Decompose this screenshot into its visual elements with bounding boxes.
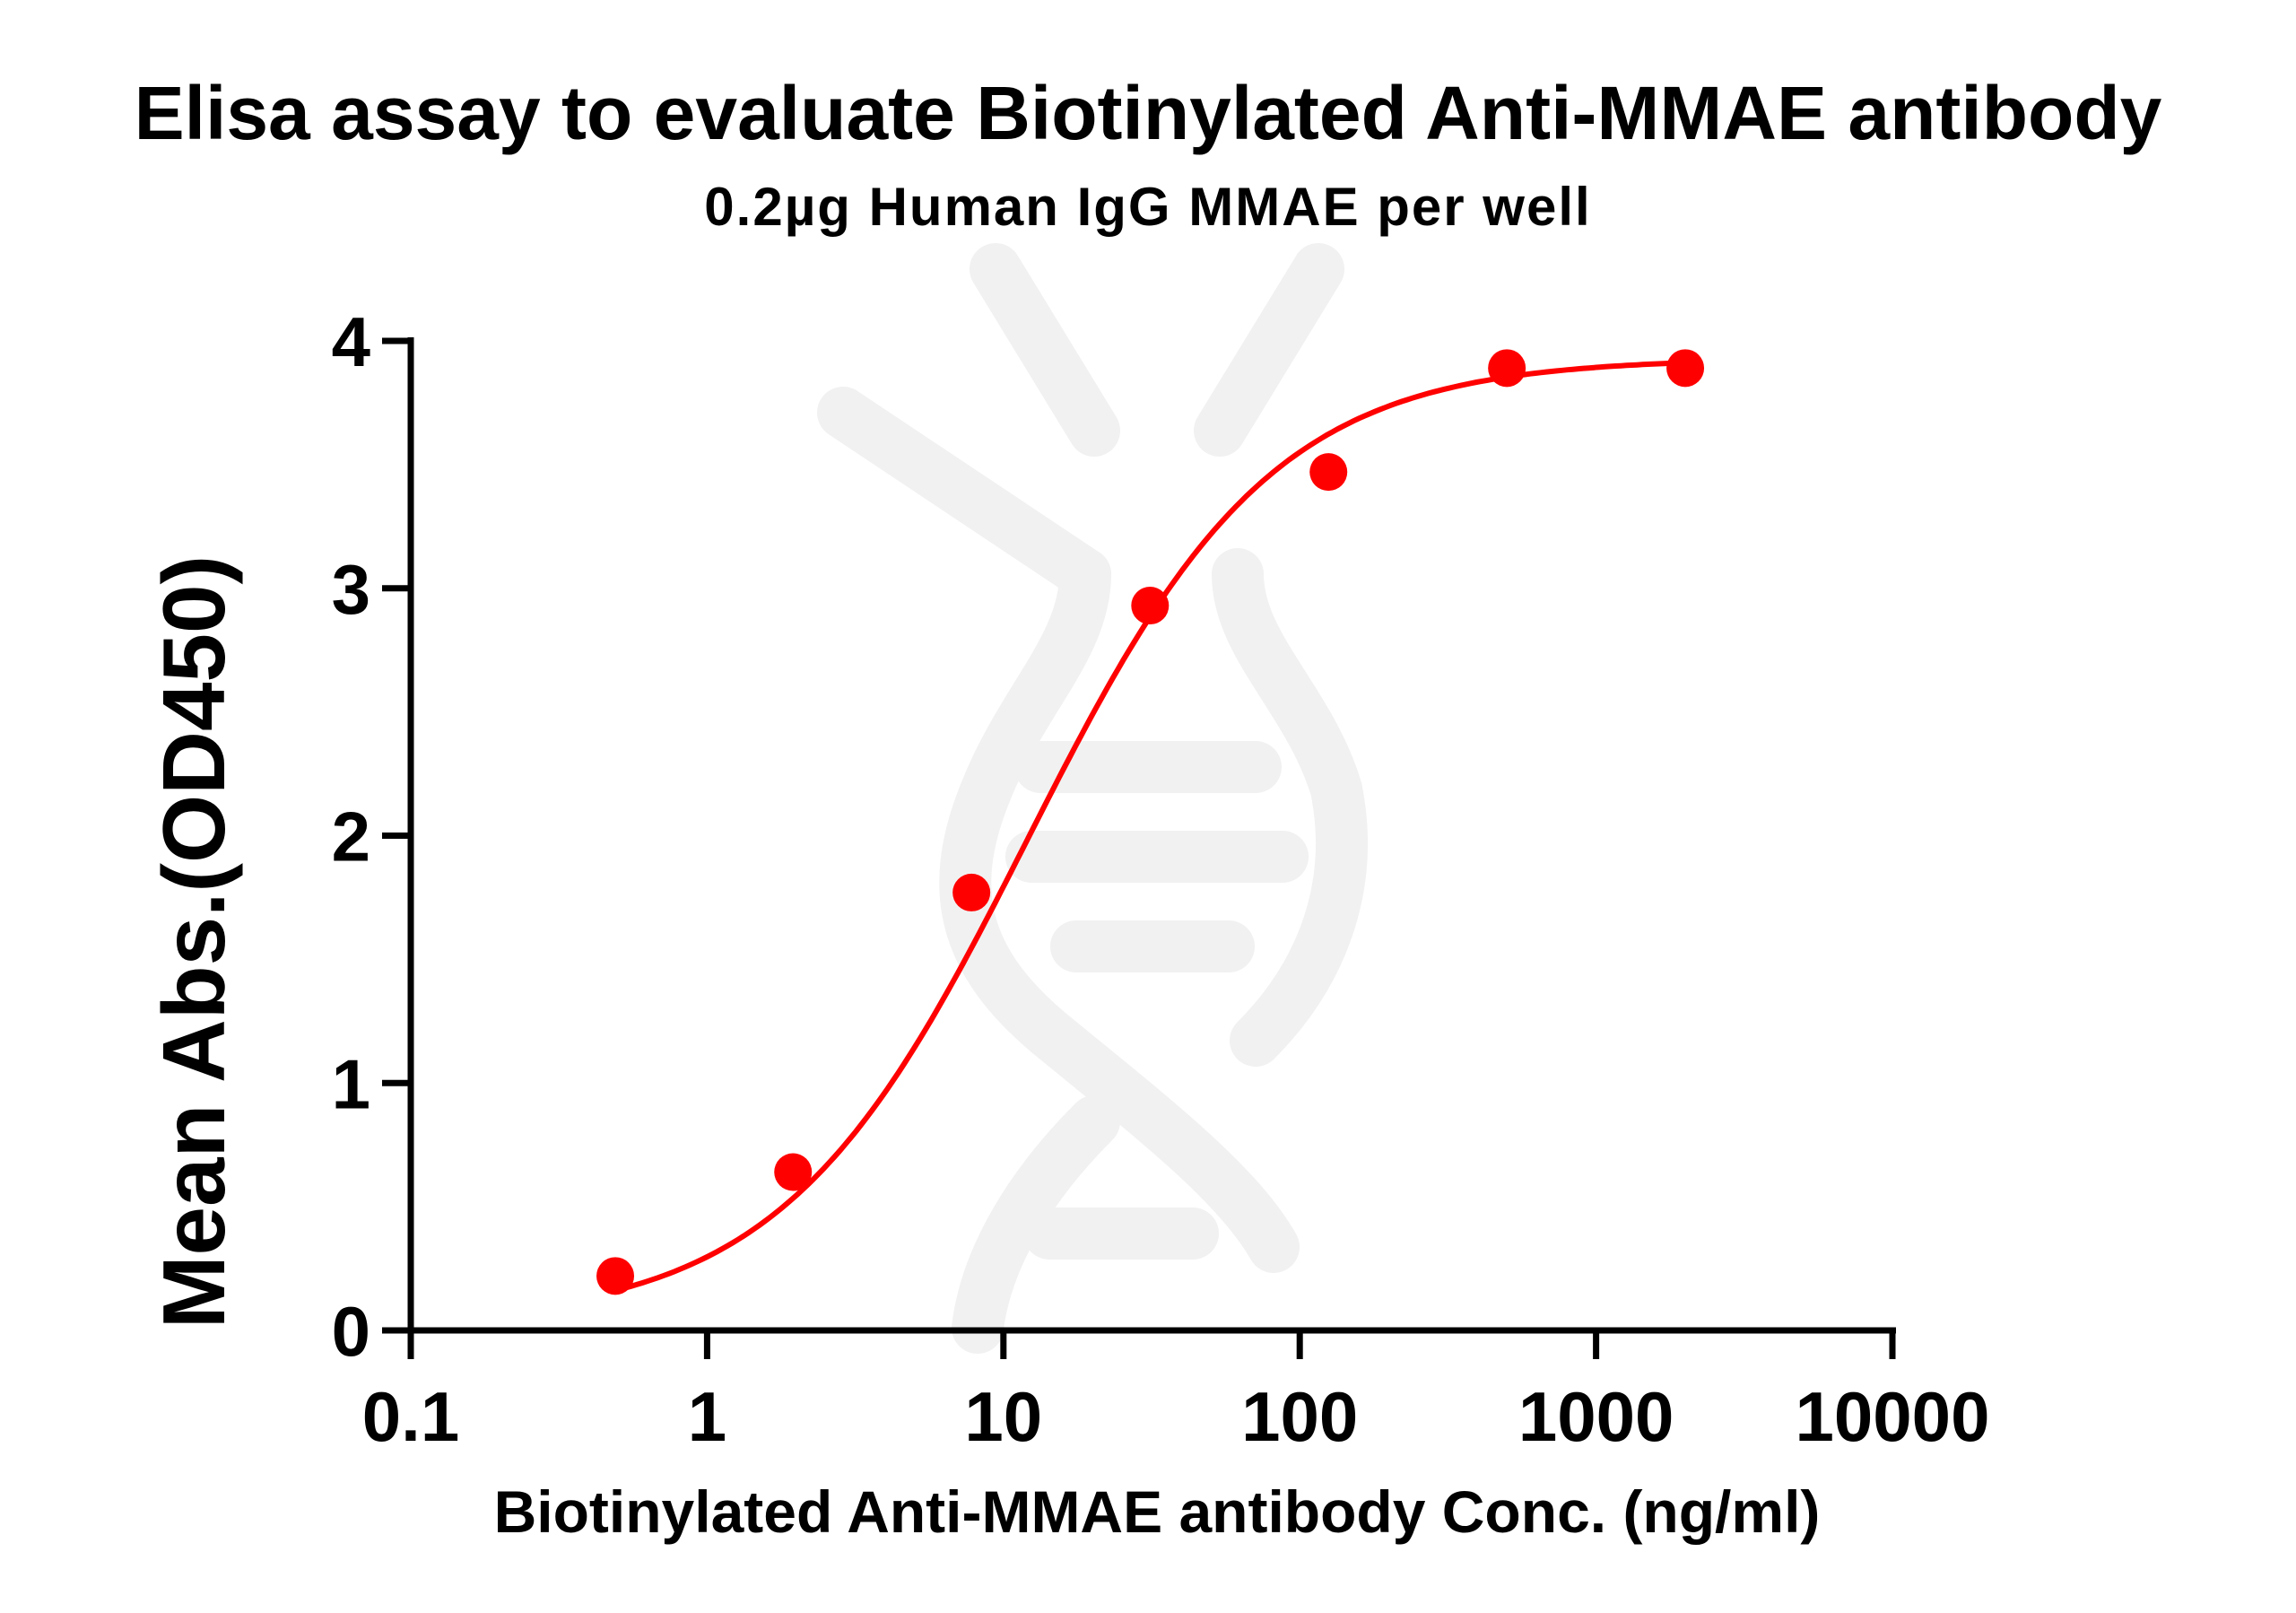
- x-tick-label: 1000: [1518, 1377, 1674, 1456]
- x-tick-label: 10: [964, 1377, 1042, 1456]
- ticks: 0 1 2 3 4 0.1 1 10 100 1000 10000: [332, 302, 1990, 1456]
- data-point: [1309, 453, 1348, 492]
- x-tick-label: 0.1: [362, 1377, 459, 1456]
- x-tick-label: 100: [1241, 1377, 1358, 1456]
- data-point: [774, 1153, 813, 1191]
- data-point: [1131, 587, 1170, 625]
- y-tick-label: 1: [332, 1044, 370, 1123]
- data-point: [596, 1257, 635, 1295]
- y-tick-label: 2: [332, 798, 370, 876]
- y-tick-label: 0: [332, 1292, 370, 1371]
- chart-title: Elisa assay to evaluate Biotinylated Ant…: [134, 71, 2162, 155]
- x-tick-label: 10000: [1796, 1377, 1990, 1456]
- data-points: [596, 349, 1705, 1295]
- y-axis-label: Mean Abs.(OD450): [144, 555, 243, 1329]
- data-point: [1666, 349, 1705, 388]
- data-point: [1488, 349, 1526, 388]
- dna-helix-icon: [817, 243, 1368, 1354]
- chart-subtitle: 0.2µg Human IgG MMAE per well: [704, 177, 1592, 237]
- y-tick-label: 3: [332, 550, 370, 629]
- x-axis-label: Biotinylated Anti-MMAE antibody Conc. (n…: [494, 1478, 1821, 1545]
- x-tick-label: 1: [688, 1377, 726, 1456]
- y-tick-label: 4: [332, 302, 370, 381]
- data-point: [952, 873, 991, 911]
- fit-curve: [614, 360, 1686, 1294]
